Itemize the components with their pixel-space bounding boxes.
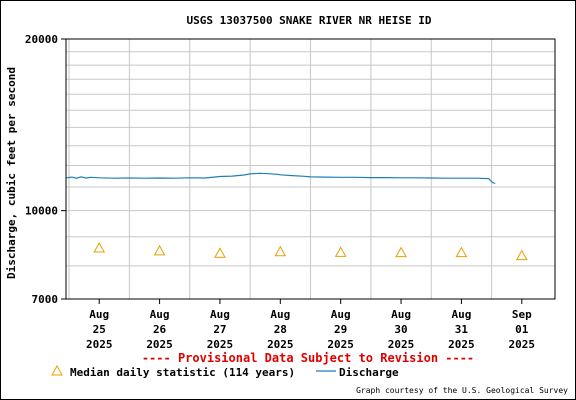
y-tick-label: 20000 [25, 33, 58, 46]
y-tick-labels: 7000 10000 20000 [25, 33, 66, 306]
legend: Median daily statistic (114 years) Disch… [51, 364, 399, 379]
median-point [274, 245, 287, 257]
y-axis-label: Discharge, cubic feet per second [5, 67, 18, 279]
chart-series [66, 172, 528, 261]
median-point [455, 246, 468, 258]
chart-title: USGS 13037500 SNAKE RIVER NR HEISE ID [186, 14, 431, 27]
median-point [93, 241, 106, 253]
discharge-line [66, 172, 496, 185]
plot-area-border [65, 38, 556, 300]
x-tick-label: Sep [512, 308, 532, 321]
x-tick-label: 25 [93, 323, 106, 336]
median-point [515, 249, 528, 261]
x-tick-label: Aug [451, 308, 471, 321]
x-tick-label: Aug [270, 308, 290, 321]
median-point [334, 246, 347, 257]
x-tick-label: Aug [331, 308, 351, 321]
x-tick-label: 2025 [388, 338, 415, 351]
x-tick-label: 26 [153, 323, 167, 336]
provisional-note: ---- Provisional Data Subject to Revisio… [142, 351, 474, 365]
legend-discharge-label: Discharge [339, 366, 399, 379]
y-tick-label: 7000 [32, 293, 59, 306]
x-tick-label: 2025 [509, 338, 536, 351]
x-tick-label: 30 [394, 323, 407, 336]
x-tick-label: Aug [89, 308, 109, 321]
median-point [153, 244, 166, 256]
x-tick-label: 2025 [448, 338, 475, 351]
x-tick-label: Aug [150, 308, 170, 321]
x-tick-label: 31 [455, 323, 469, 336]
x-tick-label: 29 [334, 323, 347, 336]
x-tick-label: 2025 [207, 338, 234, 351]
chart-grid [66, 39, 555, 299]
x-tick-label: 2025 [146, 338, 173, 351]
x-tick-label: 27 [213, 323, 226, 336]
x-tick-label: 28 [274, 323, 287, 336]
median-point [214, 247, 226, 258]
x-tick-label: 2025 [86, 338, 113, 351]
x-tick-label: 2025 [327, 338, 354, 351]
x-tick-labels: Aug 25 2025 Aug 26 2025 Aug 27 2025 Aug 28 2025 Aug 2… [86, 299, 535, 351]
x-tick-label: Aug [391, 308, 411, 321]
median-triangle-icon [51, 364, 63, 376]
x-tick-label: 01 [515, 323, 529, 336]
x-tick-label: 2025 [267, 338, 294, 351]
median-point [395, 246, 407, 258]
x-tick-label: Aug [210, 308, 230, 321]
usgs-credit: Graph courtesy of the U.S. Geological Su… [356, 386, 568, 395]
y-tick-label: 10000 [25, 205, 58, 218]
legend-median-label: Median daily statistic (114 years) [70, 366, 295, 379]
